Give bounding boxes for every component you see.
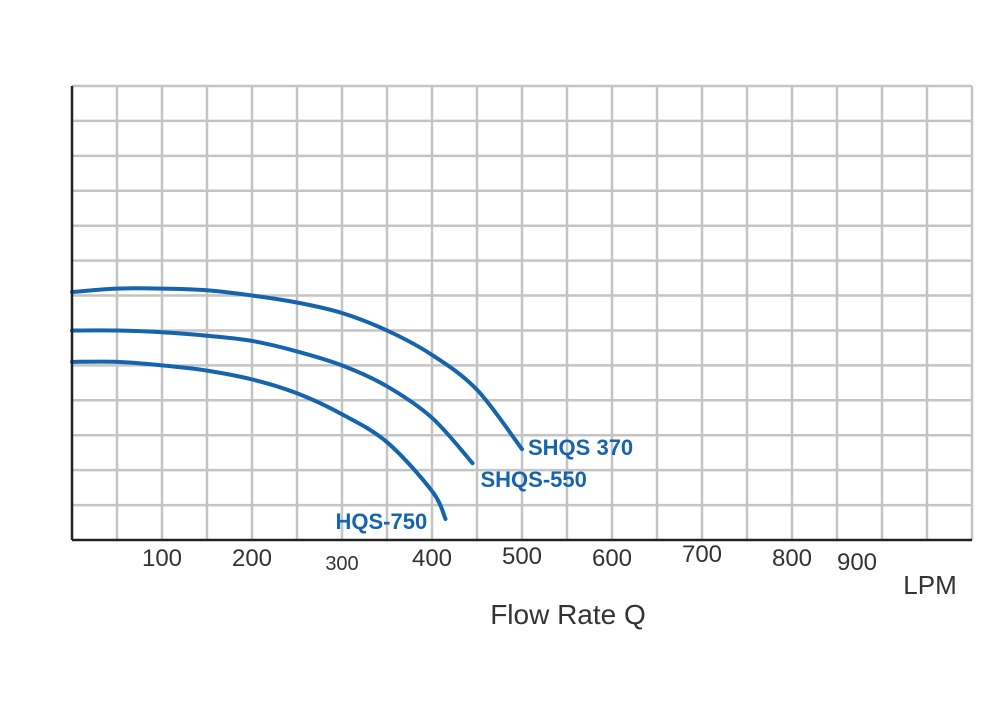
- x-tick-700: 700: [682, 541, 722, 568]
- series-labels: SHQS 370 SHQS-550 HQS-750: [336, 435, 634, 534]
- chart-axes: [70, 86, 972, 542]
- series-label-shqs-550: SHQS-550: [481, 467, 587, 492]
- x-tick-labels: 100 200 300 400 500 600 700 800 900: [142, 541, 877, 576]
- x-tick-600: 600: [592, 545, 632, 572]
- x-tick-800: 800: [772, 545, 812, 572]
- x-tick-900: 900: [837, 549, 877, 576]
- x-axis-unit: LPM: [903, 570, 956, 600]
- x-tick-400: 400: [412, 545, 452, 572]
- series-line-shqs-370: [70, 286, 524, 452]
- x-tick-100: 100: [142, 545, 182, 572]
- x-tick-300: 300: [325, 553, 358, 575]
- series-label-hqs-750: HQS-750: [336, 509, 428, 534]
- x-tick-200: 200: [232, 545, 272, 572]
- x-tick-500: 500: [502, 543, 542, 570]
- series-line-shqs-550: [70, 328, 475, 466]
- series-label-shqs-370: SHQS 370: [528, 435, 633, 460]
- x-axis-label: Flow Rate Q: [490, 599, 646, 630]
- series-line-hqs-750: [70, 359, 448, 521]
- chart-curves: [70, 286, 524, 521]
- chart-grid: [72, 84, 974, 540]
